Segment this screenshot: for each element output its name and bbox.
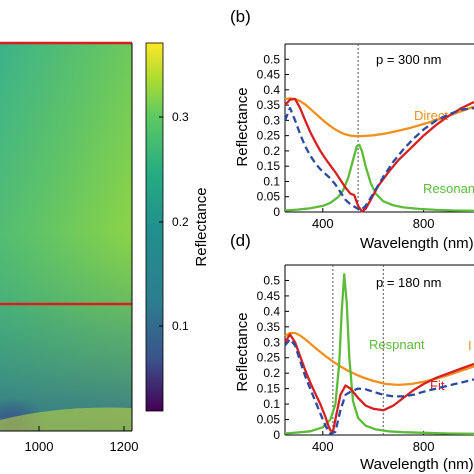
y-axis-title-b: Reflectance: [234, 87, 251, 166]
y-tick-label-b: 0.1: [263, 174, 280, 188]
y-tick-label-b: 0.45: [257, 68, 281, 82]
annotation-b: p = 300 nm: [376, 52, 441, 67]
series-label-direct-d: I: [468, 338, 472, 353]
chart-panel-d: (d) Reflectance Wavelength (nm) p = 180 …: [230, 231, 474, 473]
series-label-resonant-b: Resonant: [423, 181, 474, 196]
y-tick-label-b: 0.2: [263, 144, 280, 158]
x-axis-title-d: Wavelength (nm): [360, 456, 474, 473]
y-tick-label-b: 0.3: [263, 113, 280, 127]
x-tick-label-b: 400: [312, 216, 334, 231]
y-tick-label-d: 0.35: [257, 320, 281, 334]
x-tick-label-b: 800: [413, 216, 435, 231]
x-axis-title-b: Wavelength (nm): [360, 235, 474, 252]
series-line-resonant-d: [284, 273, 474, 435]
heatmap-bright-band: [0, 407, 132, 431]
panel-label-b: (b): [230, 7, 251, 26]
colorbar-gradient: [145, 42, 164, 412]
y-tick-label-d: 0.2: [263, 366, 280, 380]
x-tick-label-d: 400: [312, 439, 334, 454]
y-tick-label-b: 0.25: [257, 129, 281, 143]
series-line-measured-d: [284, 338, 474, 435]
y-tick-label-d: 0.05: [257, 413, 281, 427]
y-tick-label-d: 0.25: [257, 351, 281, 365]
y-tick-label-d: 0.45: [257, 289, 281, 303]
heatmap-x-tick-label: 1000: [25, 439, 54, 454]
colorbar: 0.1 0.2 0.3 Reflectance: [145, 42, 210, 412]
y-tick-label-d: 0.15: [257, 382, 281, 396]
y-tick-label-d: 0.4: [263, 304, 280, 318]
chart-panel-b: (b) Reflectance Wavelength (nm) p = 300 …: [230, 7, 474, 252]
annotation-d: p = 180 nm: [376, 275, 441, 290]
y-tick-label-b: 0.05: [257, 190, 281, 204]
y-tick-label-d: 0.5: [263, 273, 280, 287]
x-tick-label-d: 800: [413, 439, 435, 454]
colorbar-tick-label: 0.3: [172, 110, 189, 124]
colorbar-tick-label: 0.2: [172, 215, 189, 229]
heatmap-panel: 1000 1200: [0, 41, 139, 454]
y-tick-label-b: 0: [273, 205, 280, 219]
colorbar-label: Reflectance: [193, 187, 210, 266]
series-label-resonant-d: Respnant: [369, 337, 425, 352]
y-tick-label-b: 0.5: [263, 52, 280, 66]
y-tick-label-b: 0.15: [257, 159, 281, 173]
y-tick-label-b: 0.4: [263, 83, 280, 97]
y-tick-label-d: 0.1: [263, 397, 280, 411]
series-line-fit-b: [284, 97, 474, 213]
y-tick-label-d: 0.3: [263, 335, 280, 349]
y-tick-label-b: 0.35: [257, 98, 281, 112]
y-axis-title-d: Reflectance: [234, 312, 251, 391]
series-line-measured-b: [283, 106, 474, 212]
series-line-resonant-b: [284, 143, 474, 212]
series-line-direct-b: [284, 97, 474, 138]
colorbar-tick-label: 0.1: [172, 319, 189, 333]
panel-label-d: (d): [230, 231, 251, 250]
heatmap-x-tick-label: 1200: [110, 439, 139, 454]
y-tick-label-d: 0: [273, 428, 280, 442]
series-line-fit-d: [284, 333, 474, 434]
